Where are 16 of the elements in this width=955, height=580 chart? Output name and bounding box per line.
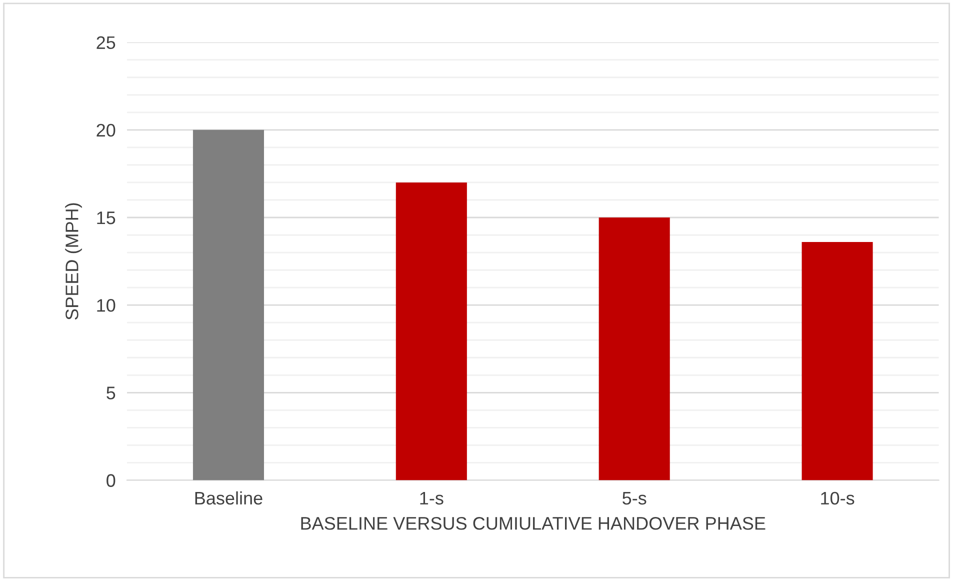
y-axis-title: SPEED (MPH) bbox=[65, 203, 82, 320]
x-tick-label: Baseline bbox=[195, 491, 262, 505]
bar bbox=[802, 242, 873, 480]
x-axis-title: BASELINE VERSUS CUMIULATIVE HANDOVER PHASE bbox=[301, 516, 766, 530]
y-tick-label: 25 bbox=[96, 36, 116, 50]
y-tick-label: 15 bbox=[97, 212, 116, 224]
y-tick-label: 20 bbox=[96, 124, 116, 137]
x-tick-label: 1-s bbox=[420, 492, 444, 505]
bar bbox=[598, 218, 670, 480]
x-tick-label: 10-s bbox=[821, 492, 854, 505]
y-tick-label: 5 bbox=[106, 386, 116, 400]
y-tick-label: 10 bbox=[97, 299, 116, 312]
x-tick-label: 5-s bbox=[622, 492, 646, 505]
bar bbox=[396, 182, 467, 480]
bar bbox=[192, 130, 264, 480]
y-tick-label: 0 bbox=[106, 474, 116, 487]
